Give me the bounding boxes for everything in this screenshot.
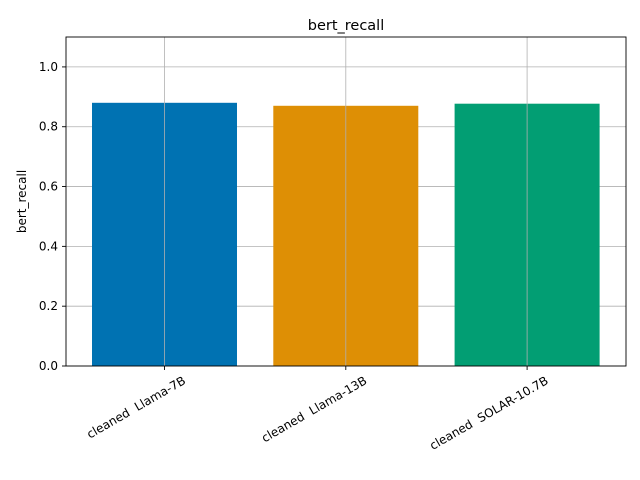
y-tick-label: 0.8 [39, 120, 58, 134]
chart-title: bert_recall [308, 18, 385, 34]
y-tick-label: 0.6 [39, 180, 58, 194]
x-axis-ticks: cleaned Llama-7B cleaned Llama-13B cleaned… [84, 366, 551, 453]
vertical-grid [164, 37, 528, 366]
x-tick-label: cleaned SOLAR-10.7B [427, 373, 550, 452]
y-tick-label: 0.2 [39, 299, 58, 313]
y-tick-label: 0.4 [39, 239, 58, 253]
x-tick-label: cleaned Llama-13B [259, 373, 369, 445]
y-tick-label: 1.0 [39, 60, 58, 74]
y-tick-label: 0.0 [39, 359, 58, 373]
y-axis-ticks: 0.0 0.2 0.4 0.6 0.8 1.0 [39, 60, 66, 373]
y-axis-label: bert_recall [15, 170, 29, 233]
x-tick-label: cleaned Llama-7B [84, 373, 188, 441]
